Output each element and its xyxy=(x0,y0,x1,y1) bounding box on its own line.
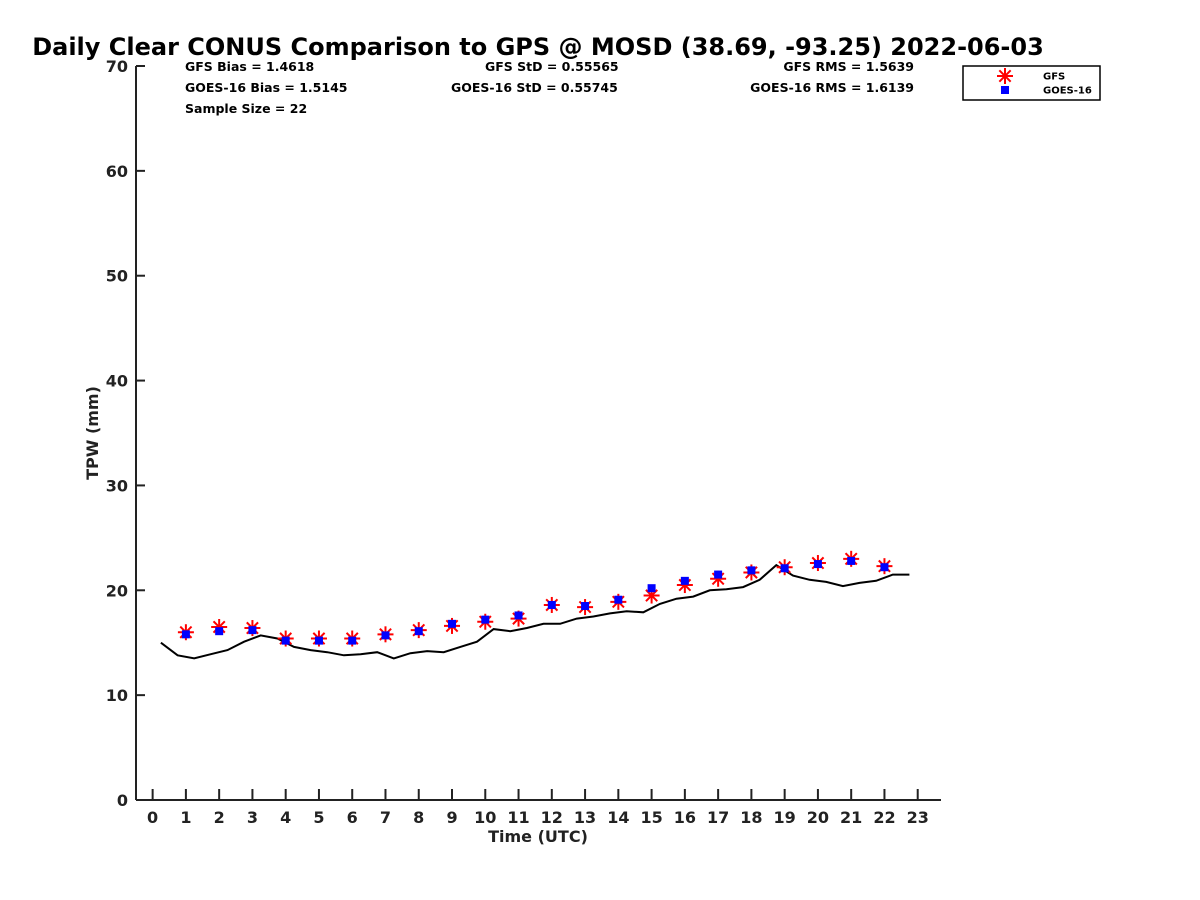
y-tick-label: 70 xyxy=(106,57,128,76)
y-tick-label: 50 xyxy=(106,267,128,286)
stat-goes-std: GOES-16 StD = 0.55745 xyxy=(451,80,618,95)
x-tick-label: 3 xyxy=(247,808,258,827)
goes16-point xyxy=(647,584,656,593)
goes16-point xyxy=(414,627,423,636)
goes16-point xyxy=(481,615,490,624)
goes16-point xyxy=(514,611,523,620)
series-line-gps xyxy=(160,563,910,660)
y-tick-label: 10 xyxy=(106,686,128,705)
goes16-point xyxy=(248,626,257,635)
y-tick-label: 0 xyxy=(117,791,128,810)
goes16-point xyxy=(281,636,290,645)
x-tick-label: 0 xyxy=(147,808,158,827)
x-axis-label: Time (UTC) xyxy=(488,827,588,846)
goes16-point xyxy=(581,602,590,611)
x-tick-label: 6 xyxy=(347,808,358,827)
y-tick-label: 20 xyxy=(106,581,128,600)
x-tick-label: 5 xyxy=(313,808,324,827)
legend-goes16-marker xyxy=(1001,86,1009,94)
x-tick-label: 4 xyxy=(280,808,291,827)
legend-label: GOES-16 xyxy=(1043,86,1092,97)
goes16-point xyxy=(813,560,822,569)
x-tick-label: 8 xyxy=(413,808,424,827)
stat-goes-rms: GOES-16 RMS = 1.6139 xyxy=(750,80,914,95)
goes16-point xyxy=(448,619,457,628)
goes16-point xyxy=(747,566,756,575)
series-layer xyxy=(160,550,910,660)
y-tick-label: 60 xyxy=(106,162,128,181)
x-tick-label: 7 xyxy=(380,808,391,827)
x-tick-label: 20 xyxy=(807,808,829,827)
x-tick-label: 13 xyxy=(574,808,596,827)
x-tick-label: 21 xyxy=(840,808,862,827)
legend-box xyxy=(962,65,1101,101)
x-tick-label: 15 xyxy=(640,808,662,827)
x-tick-label: 9 xyxy=(446,808,457,827)
stat-gfs-rms: GFS RMS = 1.5639 xyxy=(783,59,914,74)
x-tick-label: 10 xyxy=(474,808,496,827)
goes16-point xyxy=(348,636,357,645)
x-tick-label: 12 xyxy=(541,808,563,827)
stat-gfs-bias: GFS Bias = 1.4618 xyxy=(185,59,314,74)
stat-gfs-std: GFS StD = 0.55565 xyxy=(485,59,619,74)
goes16-point xyxy=(714,570,723,579)
legend-gfs-marker xyxy=(997,68,1013,84)
x-tick-label: 23 xyxy=(907,808,929,827)
goes16-point xyxy=(614,595,623,604)
stat-goes-bias: GOES-16 Bias = 1.5145 xyxy=(185,80,347,95)
legend-label: GFS xyxy=(1043,72,1065,83)
x-tick-label: 14 xyxy=(607,808,629,827)
goes16-point xyxy=(847,556,856,565)
goes16-point xyxy=(381,631,390,640)
y-tick-label: 40 xyxy=(106,372,128,391)
x-tick-label: 1 xyxy=(180,808,191,827)
chart-title: Daily Clear CONUS Comparison to GPS @ MO… xyxy=(32,33,1044,61)
x-tick-label: 19 xyxy=(774,808,796,827)
goes16-point xyxy=(880,563,889,572)
goes16-point xyxy=(680,576,689,585)
y-tick-label: 30 xyxy=(106,476,128,495)
x-tick-label: 17 xyxy=(707,808,729,827)
goes16-point xyxy=(547,600,556,609)
stat-sample-size: Sample Size = 22 xyxy=(185,101,307,116)
y-axis-label: TPW (mm) xyxy=(83,386,102,480)
x-tick-label: 22 xyxy=(873,808,895,827)
x-tick-label: 2 xyxy=(214,808,225,827)
x-tick-label: 16 xyxy=(674,808,696,827)
goes16-point xyxy=(215,627,224,636)
goes16-point xyxy=(314,636,323,645)
x-tick-label: 18 xyxy=(740,808,762,827)
legend: GFS GOES-16 xyxy=(962,65,1101,101)
goes16-point xyxy=(780,564,789,573)
goes16-point xyxy=(181,630,190,639)
x-tick-label: 11 xyxy=(507,808,529,827)
